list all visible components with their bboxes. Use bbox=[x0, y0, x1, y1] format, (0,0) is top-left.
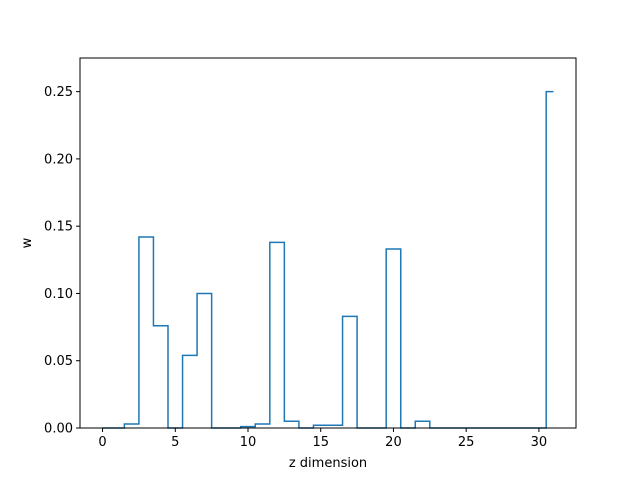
x-axis-label: z dimension bbox=[289, 456, 367, 471]
plot-area bbox=[80, 58, 576, 428]
y-axis-label: w bbox=[20, 237, 35, 248]
x-tick-label: 10 bbox=[240, 435, 257, 450]
y-tick-label: 0.10 bbox=[44, 287, 73, 302]
x-tick-label: 0 bbox=[98, 435, 106, 450]
y-tick-label: 0.05 bbox=[44, 354, 73, 369]
y-tick-label: 0.20 bbox=[44, 152, 73, 167]
tick-layer: 0 5 10 15 20 25 30 0.00 0.05 0.10 0.15 0.20 0.25 bbox=[44, 85, 547, 450]
x-tick-label: 25 bbox=[458, 435, 475, 450]
x-tick-label: 30 bbox=[531, 435, 548, 450]
x-tick-label: 20 bbox=[385, 435, 402, 450]
y-tick-label: 0.00 bbox=[44, 422, 73, 437]
x-tick-label: 5 bbox=[171, 435, 179, 450]
x-tick-label: 15 bbox=[312, 435, 329, 450]
y-tick-label: 0.15 bbox=[44, 220, 73, 235]
axes-frame bbox=[79, 57, 577, 429]
y-tick-label: 0.25 bbox=[44, 85, 73, 100]
